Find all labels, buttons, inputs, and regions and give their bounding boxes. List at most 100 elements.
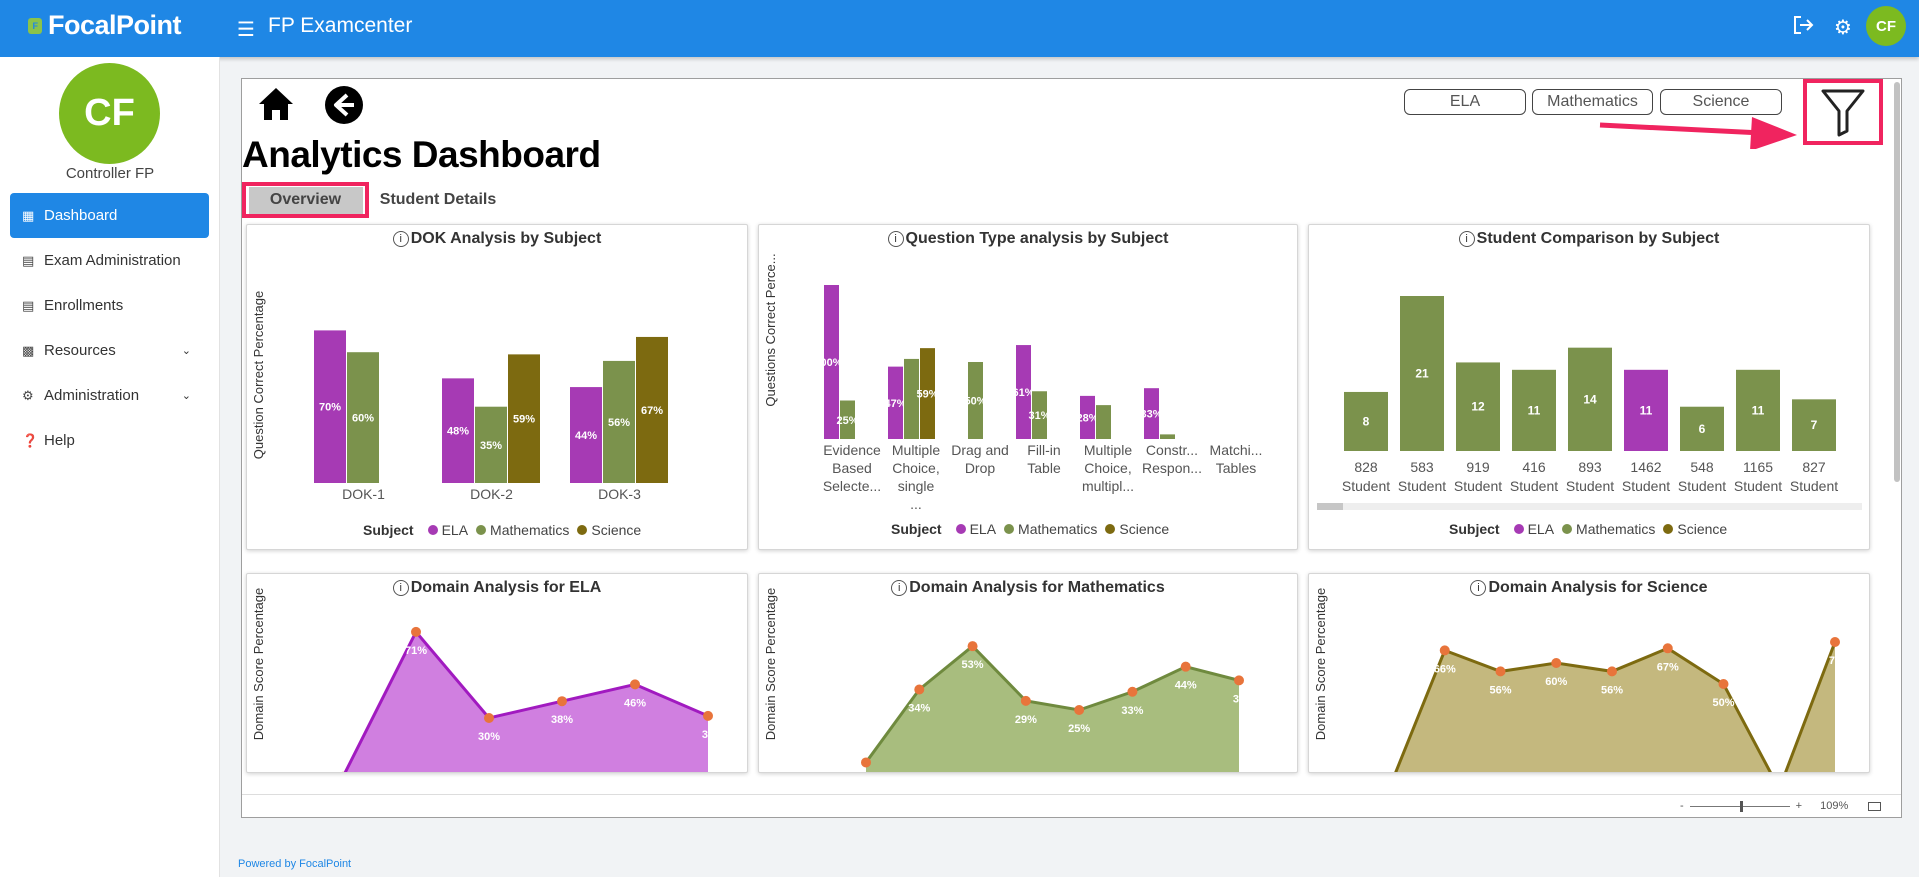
gear-icon[interactable]: ⚙	[1834, 17, 1852, 39]
info-icon[interactable]: i	[887, 230, 904, 247]
data-label: 35%	[480, 440, 502, 452]
bar-ela	[824, 285, 839, 439]
x-tick-label: 893	[1578, 459, 1602, 475]
horizontal-scrollbar[interactable]	[1317, 503, 1862, 510]
info-icon[interactable]: i	[392, 579, 409, 596]
legend: Subject ELA Mathematics Science	[891, 521, 1169, 537]
sidebar-item-help[interactable]: ❓ Help	[10, 418, 209, 463]
clipboard-icon: ▩	[22, 342, 35, 358]
bar-ela	[570, 387, 602, 483]
brand-logo[interactable]: F FocalPoint	[28, 10, 182, 41]
legend-title: Subject	[1449, 521, 1500, 537]
sidebar-item-resources[interactable]: ▩ Resources ⌄	[10, 328, 209, 373]
data-label: 50%	[964, 396, 986, 408]
chart-title-text: Student Comparison by Subject	[1476, 230, 1720, 247]
legend-dot-science	[577, 525, 588, 535]
chart-title: i Question Type analysis by Subject	[759, 230, 1297, 248]
chart-title-text: Question Type analysis by Subject	[905, 230, 1169, 247]
chart-card-question-type: i Question Type analysis by Subject Quest…	[758, 224, 1298, 550]
zoom-slider[interactable]	[1689, 800, 1790, 812]
bar-ela	[1624, 369, 1668, 451]
data-label: 44%	[1175, 680, 1197, 692]
filter-button[interactable]	[1803, 79, 1883, 145]
app-title: FP Examcenter	[268, 14, 413, 37]
legend-item: Science	[1677, 521, 1728, 537]
data-point	[967, 641, 978, 652]
y-axis-label: Domain Score Percentage	[251, 588, 266, 740]
data-point	[1718, 679, 1729, 689]
filter-icon	[1821, 89, 1865, 137]
chart-title-text: DOK Analysis by Subject	[410, 230, 602, 247]
menu-icon[interactable]: ☰	[237, 19, 255, 41]
data-label: 50%	[1712, 697, 1734, 709]
sidebar-item-enrollments[interactable]: ▤ Enrollments	[10, 283, 209, 328]
data-label: 59%	[513, 414, 535, 426]
bar-mathematics	[904, 358, 919, 439]
sidebar: CF Controller FP ▦ Dashboard ▤ Exam Admi…	[0, 57, 220, 877]
data-label: 70	[1829, 655, 1841, 667]
sidebar-item-dashboard[interactable]: ▦ Dashboard	[10, 193, 209, 238]
sidebar-item-administration[interactable]: ⚙ Administration ⌄	[10, 373, 209, 418]
sidebar-item-exam-administration[interactable]: ▤ Exam Administration	[10, 238, 209, 283]
chart-card-student-comparison: i Student Comparison by Subject 8 828 Stude…	[1308, 224, 1870, 550]
book-icon: ▤	[22, 252, 35, 268]
x-tick-label: Choice,	[892, 460, 939, 476]
subject-button-ela[interactable]: ELA	[1404, 89, 1526, 115]
data-point	[1495, 666, 1506, 677]
scrollbar-thumb[interactable]	[1317, 503, 1343, 510]
data-label: 66%	[1434, 663, 1456, 675]
y-axis-label: Domain Score Percentage	[763, 588, 778, 740]
bar-ela	[1080, 395, 1095, 439]
zoom-level: 109%	[1820, 800, 1849, 812]
info-icon[interactable]: i	[1458, 230, 1475, 247]
bar-mathematics	[347, 352, 379, 483]
x-tick-label: Based	[832, 460, 872, 476]
fit-to-page-icon[interactable]	[1868, 801, 1882, 811]
legend-title: Subject	[363, 522, 414, 538]
y-axis-label: Question Correct Percentage	[251, 291, 266, 459]
x-tick-label: Fill-in	[1027, 442, 1060, 458]
back-arrow-icon[interactable]	[324, 85, 364, 125]
bar-ela	[1144, 388, 1159, 439]
data-point	[703, 710, 713, 721]
legend-title: Subject	[891, 521, 942, 537]
bar-mathematics	[1680, 406, 1724, 451]
bar-mathematics	[968, 362, 983, 439]
chart-card-domain-mathematics: i Domain Analysis for Mathematics Domain …	[758, 573, 1298, 773]
info-icon[interactable]: i	[392, 230, 409, 247]
zoom-out-button[interactable]: -	[1680, 800, 1684, 812]
bar-mathematics	[475, 406, 507, 483]
x-tick-label: Choice,	[1084, 460, 1131, 476]
home-icon[interactable]	[256, 85, 296, 123]
legend-item: Science	[591, 522, 642, 538]
bar-mathematics	[840, 400, 855, 439]
logout-icon[interactable]	[1792, 14, 1814, 42]
x-tick-label: DOK-3	[598, 486, 641, 502]
subject-button-mathematics[interactable]: Mathematics	[1532, 89, 1653, 115]
tab-label: Overview	[248, 186, 363, 214]
info-icon[interactable]: i	[1470, 579, 1487, 596]
data-label: 38%	[551, 714, 573, 726]
info-icon[interactable]: i	[891, 579, 908, 596]
footer-text[interactable]: Powered by FocalPoint	[238, 858, 352, 870]
gear-icon: ⚙	[22, 387, 34, 403]
report-frame: ELA Mathematics Science Analytics Dashbo…	[241, 78, 1902, 818]
bar-mathematics	[603, 360, 635, 483]
zoom-in-button[interactable]: +	[1795, 800, 1803, 812]
legend-dot-science	[1663, 524, 1674, 534]
data-label: 71%	[405, 645, 427, 657]
data-point	[341, 771, 345, 772]
zoom-slider-handle[interactable]	[1739, 800, 1743, 812]
tab-student-details[interactable]: Student Details	[379, 191, 497, 208]
subject-button-science[interactable]: Science	[1660, 89, 1782, 115]
x-tick-label: 1462	[1630, 459, 1661, 475]
data-label: 8	[1363, 414, 1370, 428]
chart-title: i Student Comparison by Subject	[1309, 230, 1869, 248]
tab-overview[interactable]: Overview	[242, 182, 369, 218]
vertical-scrollbar[interactable]	[1894, 82, 1900, 482]
bar-science	[636, 336, 668, 483]
user-avatar[interactable]: CF	[1866, 6, 1906, 46]
bar-mathematics	[1736, 369, 1780, 451]
data-label: 70%	[319, 402, 341, 414]
sidebar-item-label: Help	[44, 432, 75, 449]
